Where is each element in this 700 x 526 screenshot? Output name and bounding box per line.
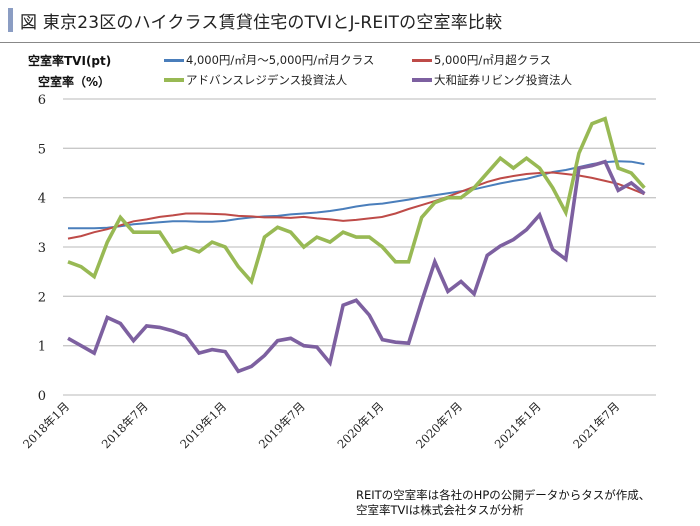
x-tick-label: 2018年1月 <box>20 399 72 451</box>
y-tick-label: 2 <box>38 290 46 305</box>
legend-label: アドバンスレジデンス投資法人 <box>186 73 348 87</box>
source-note: REITの空室率は各社のHPの公開データからタスが作成、 空室率TVIは株式会社… <box>356 488 650 518</box>
y-tick-label: 5 <box>38 142 46 157</box>
legend-label: 4,000円/㎡月～5,000円/㎡月クラス <box>186 53 375 67</box>
x-tick-label: 2021年1月 <box>492 399 544 451</box>
legend-swatch <box>164 78 184 82</box>
y-tick-label: 1 <box>38 340 46 355</box>
series-line-1 <box>67 171 645 240</box>
x-tick-label: 2018年7月 <box>99 399 151 451</box>
x-tick-label: 2020年7月 <box>413 399 465 451</box>
y-tick-label: 3 <box>38 241 46 256</box>
title-accent-bar <box>8 8 13 32</box>
legend-label: 5,000円/㎡月超クラス <box>434 53 552 67</box>
legend-swatch <box>412 78 432 82</box>
title-divider <box>0 42 700 43</box>
legend-swatch <box>164 58 184 62</box>
y-tick-label: 4 <box>38 192 46 207</box>
legend-item-series-3: 大和証券リビング投資法人 <box>412 72 572 88</box>
legend-item-series-0: 4,000円/㎡月～5,000円/㎡月クラス <box>164 52 374 68</box>
x-tick-label: 2020年1月 <box>334 399 386 451</box>
source-note-line-1: REITの空室率は各社のHPの公開データからタスが作成、 <box>356 488 651 502</box>
legend-item-series-1: 5,000円/㎡月超クラス <box>412 52 551 68</box>
y-tick-label: 0 <box>38 389 46 404</box>
x-tick-label: 2019年7月 <box>256 399 308 451</box>
x-tick-label: 2021年7月 <box>570 399 622 451</box>
legend-swatch <box>412 58 432 62</box>
legend-label: 大和証券リビング投資法人 <box>434 73 572 87</box>
y-axis-label-rate: 空室率（%） <box>38 75 111 89</box>
y-axis-label-tvi: 空室率TVI(pt) <box>28 54 112 68</box>
series-line-3 <box>67 159 646 374</box>
legend-item-series-2: アドバンスレジデンス投資法人 <box>164 72 347 88</box>
chart-title: 図 東京23区のハイクラス賃貸住宅のTVIとJ-REITの空室率比較 <box>20 13 503 33</box>
x-tick-label: 2019年1月 <box>177 399 229 451</box>
y-tick-label: 6 <box>38 93 46 108</box>
source-note-line-2: 空室率TVIは株式会社タスが分析 <box>356 503 524 517</box>
series-line-2 <box>67 116 646 286</box>
